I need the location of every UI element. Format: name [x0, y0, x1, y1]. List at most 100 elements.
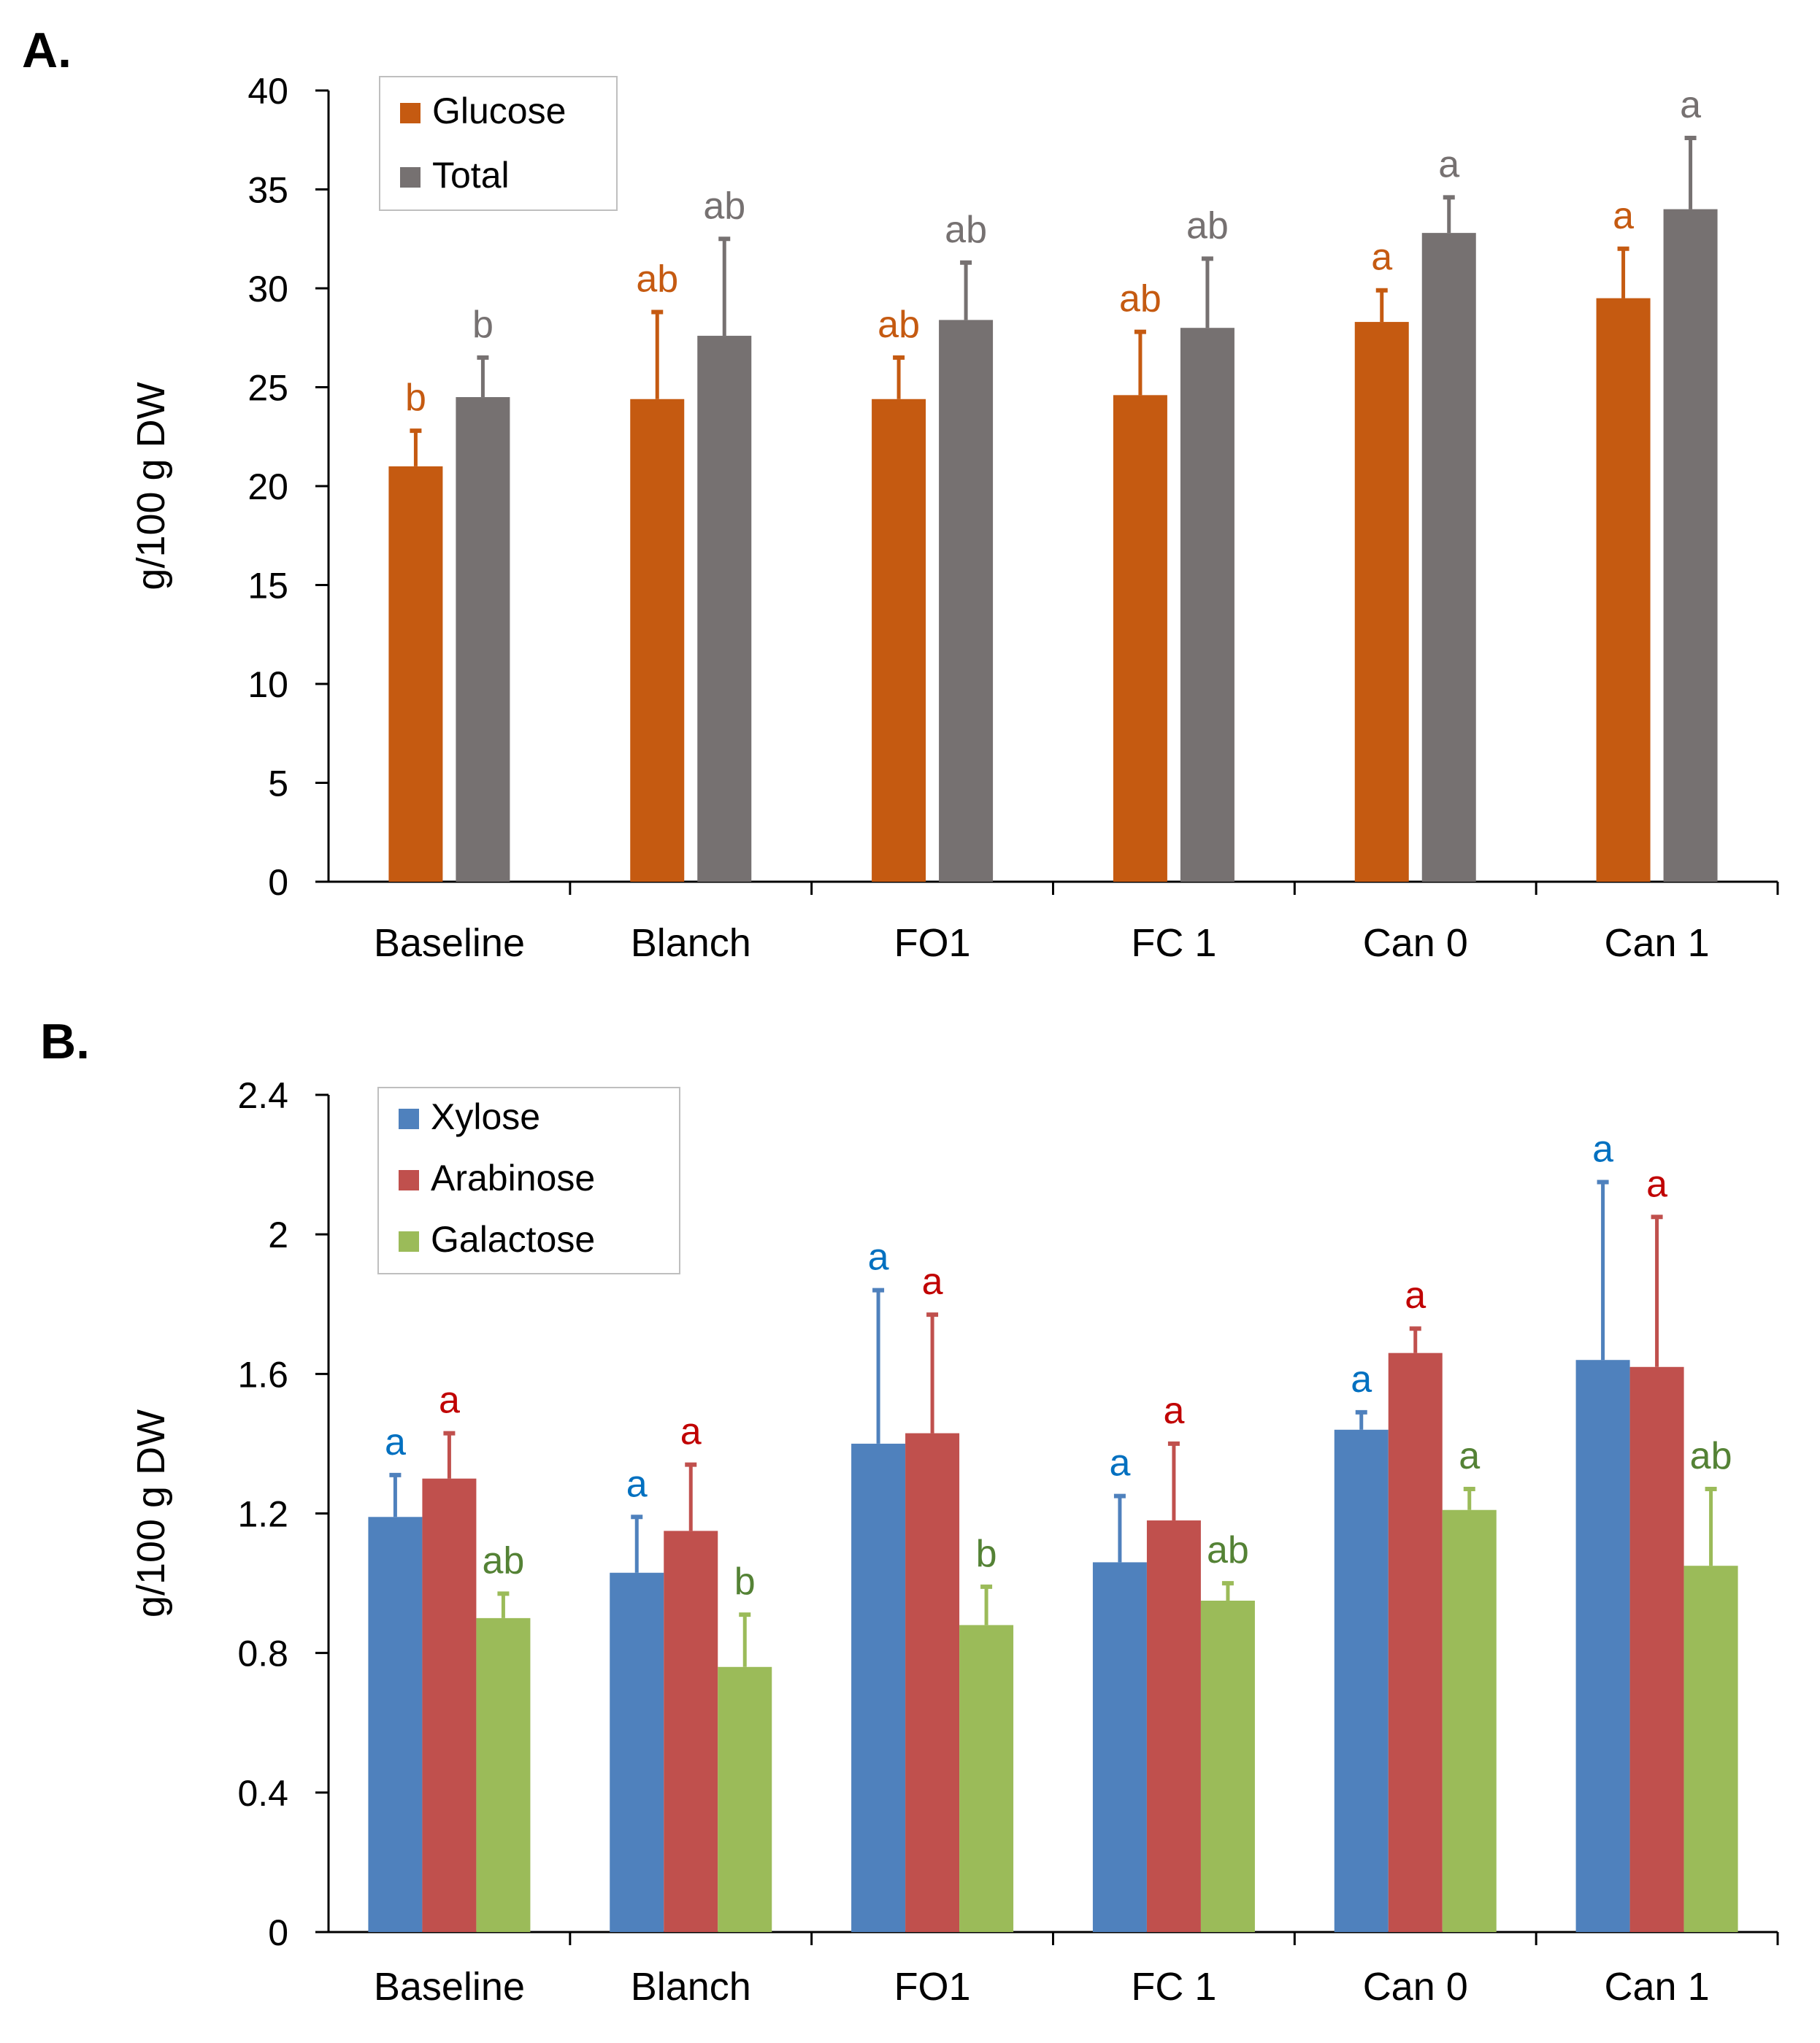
bar-glucose [872, 399, 926, 882]
legend-swatch-galactose [399, 1231, 419, 1252]
bar-glucose [1596, 298, 1651, 882]
significance-letter: a [1371, 236, 1392, 279]
bar-total [939, 320, 994, 882]
significance-letter: a [1592, 1128, 1613, 1170]
y-tick-label: 35 [247, 170, 288, 211]
x-tick-label: Can 1 [1605, 1965, 1710, 2009]
significance-letter: a [1109, 1442, 1130, 1485]
significance-letter: a [439, 1380, 460, 1422]
significance-letter: a [1613, 195, 1634, 237]
significance-letter: a [868, 1236, 889, 1279]
significance-letter: a [1438, 143, 1459, 185]
bar-galactose [718, 1666, 772, 1932]
y-tick-label: 30 [247, 269, 288, 309]
significance-letter: ab [636, 258, 678, 301]
bar-arabinose [1388, 1353, 1443, 1932]
x-tick-label: FO1 [894, 921, 971, 965]
bar-arabinose [664, 1531, 718, 1932]
legend-label: Glucose [432, 91, 566, 131]
significance-letter: ab [1186, 204, 1229, 247]
legend-swatch-arabinose [399, 1170, 419, 1190]
bar-xylose [1334, 1429, 1389, 1932]
bar-xylose [851, 1443, 906, 1932]
bar-arabinose [422, 1478, 477, 1932]
legend-box [377, 1087, 680, 1274]
bar-glucose [388, 466, 443, 882]
significance-letter: b [734, 1561, 756, 1603]
chart-panel-a: A. g/100 g DW 0 5 10 15 20 25 30 35 40 Baseline b b Bl… [22, 23, 1779, 965]
bar-galactose [1442, 1509, 1497, 1932]
legend-swatch-total [400, 167, 421, 188]
x-tick-label: Baseline [374, 921, 525, 965]
legend-label: Arabinose [431, 1158, 595, 1199]
x-tick-label: FC 1 [1131, 1965, 1216, 2009]
y-tick-label: 0.8 [237, 1634, 288, 1674]
y-tick-label: 2.4 [237, 1075, 288, 1116]
legend-label: Galactose [431, 1219, 595, 1260]
significance-letter: a [922, 1261, 943, 1303]
x-tick-label: Baseline [374, 1965, 525, 2009]
y-tick-label: 0.4 [237, 1773, 288, 1814]
x-tick-label: Can 0 [1363, 921, 1468, 965]
legend-label: Total [432, 155, 510, 196]
bar-glucose [1113, 395, 1167, 882]
bar-total [697, 336, 752, 882]
y-tick-label: 20 [247, 466, 288, 507]
x-tick-label: FO1 [894, 1965, 971, 2009]
significance-letter: a [1405, 1274, 1426, 1317]
legend-swatch-glucose [400, 103, 421, 123]
y-tick-label: 1.2 [237, 1494, 288, 1535]
significance-letter: a [1459, 1435, 1480, 1477]
y-axis-label: g/100 g DW [129, 1409, 173, 1617]
y-tick-label: 40 [247, 71, 288, 112]
significance-letter: a [680, 1411, 702, 1453]
chart-panel-b: B.g/100 g DW00.40.81.21.622.4Baselineaaa… [40, 1014, 1779, 2009]
x-tick-label: FC 1 [1131, 921, 1216, 965]
legend-box [379, 76, 618, 211]
bar-arabinose [1146, 1520, 1201, 1932]
y-axis-label: g/100 g DW [129, 382, 173, 590]
y-tick-label: 0 [268, 1912, 288, 1953]
significance-letter: a [1163, 1390, 1184, 1432]
bar-total [1421, 233, 1476, 882]
significance-letter: ab [482, 1539, 524, 1582]
significance-letter: ab [878, 304, 920, 346]
significance-letter: a [1680, 84, 1701, 126]
x-tick-label: Can 0 [1363, 1965, 1468, 2009]
x-tick-label: Blanch [631, 1965, 751, 2009]
significance-letter: a [626, 1463, 648, 1505]
significance-letter: ab [1690, 1435, 1732, 1477]
significance-letter: b [405, 377, 426, 419]
significance-letter: ab [945, 209, 987, 251]
y-tick-label: 2 [268, 1215, 288, 1255]
bar-xylose [368, 1517, 423, 1932]
significance-letter: ab [1119, 278, 1162, 320]
bar-galactose [476, 1617, 531, 1932]
y-tick-label: 5 [268, 763, 288, 804]
significance-letter: ab [1207, 1529, 1249, 1571]
panel-label: B. [40, 1014, 90, 1069]
bar-total [1663, 209, 1718, 882]
significance-letter: a [385, 1421, 406, 1463]
significance-letter: ab [703, 185, 745, 227]
legend-swatch-xylose [399, 1109, 419, 1129]
bar-xylose [1092, 1562, 1147, 1932]
y-tick-label: 15 [247, 566, 288, 607]
significance-letter: a [1351, 1358, 1372, 1401]
bar-galactose [1200, 1600, 1255, 1932]
bar-arabinose [1629, 1366, 1684, 1932]
bar-galactose [959, 1625, 1014, 1932]
significance-letter: a [1646, 1163, 1667, 1205]
x-tick-label: Can 1 [1605, 921, 1710, 965]
bar-glucose [1354, 322, 1409, 882]
bar-glucose [630, 399, 685, 882]
bar-xylose [610, 1572, 664, 1932]
bar-total [456, 397, 510, 882]
y-tick-label: 25 [247, 368, 288, 409]
panel-label: A. [22, 23, 72, 78]
significance-letter: b [472, 304, 494, 346]
bar-total [1180, 328, 1235, 882]
significance-letter: b [976, 1533, 997, 1575]
y-tick-label: 10 [247, 664, 288, 705]
